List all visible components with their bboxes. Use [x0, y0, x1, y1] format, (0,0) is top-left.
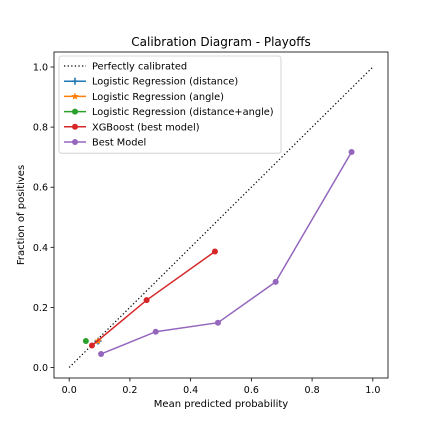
legend-marker — [72, 139, 78, 145]
x-tick-label: 1.0 — [365, 385, 380, 396]
legend-label: Logistic Regression (distance+angle) — [92, 107, 274, 118]
legend-label: XGBoost (best model) — [92, 122, 200, 133]
data-point — [214, 319, 221, 326]
legend-entry: Best Model — [64, 138, 146, 149]
legend-entry: Perfectly calibrated — [64, 62, 187, 73]
legend-label: Logistic Regression (distance) — [92, 77, 238, 88]
legend-entry: Logistic Regression (distance+angle) — [64, 107, 274, 118]
y-axis-label: Fraction of positives — [16, 165, 27, 265]
series-3 — [88, 248, 218, 349]
x-axis-label: Mean predicted probability — [154, 399, 288, 410]
data-point — [272, 278, 279, 285]
series-4 — [98, 149, 355, 357]
legend-label: Best Model — [92, 138, 146, 149]
legend-marker — [71, 77, 79, 85]
x-tick-label: 0.2 — [122, 385, 137, 396]
data-point — [98, 350, 105, 357]
x-axis-ticks: 0.0 0.2 0.4 0.6 0.8 1.0 — [62, 378, 380, 396]
x-tick-label: 0.6 — [244, 385, 259, 396]
series-2 — [82, 338, 89, 345]
x-tick-label: 0.4 — [183, 385, 198, 396]
legend-label: Logistic Regression (angle) — [92, 92, 224, 103]
data-point — [211, 248, 218, 255]
data-point — [82, 338, 89, 345]
y-tick-label: 0.0 — [33, 363, 48, 374]
legend-marker — [72, 108, 78, 115]
y-tick-label: 0.2 — [33, 303, 48, 314]
legend-entry: Logistic Regression (distance) — [64, 77, 238, 88]
data-point — [143, 297, 150, 304]
legend-label: Perfectly calibrated — [92, 62, 187, 73]
x-tick-label: 0.0 — [62, 385, 77, 396]
y-tick-label: 1.0 — [33, 63, 48, 74]
chart-title: Calibration Diagram - Playoffs — [131, 35, 310, 49]
y-tick-label: 0.8 — [33, 123, 48, 134]
legend: Perfectly calibrated Logistic Regression … — [58, 55, 282, 154]
x-tick-label: 0.8 — [305, 385, 320, 396]
plot-frame — [53, 51, 389, 379]
perfectly-calibrated-line — [68, 66, 374, 368]
data-point — [348, 149, 355, 156]
series-layer — [68, 66, 374, 368]
legend-entry: Logistic Regression (angle) — [64, 92, 224, 103]
legend-entry: XGBoost (best model) — [64, 122, 200, 133]
data-point — [88, 342, 95, 349]
legend-marker — [71, 92, 79, 100]
y-tick-label: 0.4 — [33, 243, 48, 254]
legend-box — [58, 55, 282, 154]
data-point — [152, 328, 159, 335]
legend-marker — [72, 123, 78, 130]
y-tick-label: 0.6 — [33, 183, 48, 194]
y-axis-ticks: 0.0 0.2 0.4 0.6 0.8 1.0 — [33, 63, 54, 374]
